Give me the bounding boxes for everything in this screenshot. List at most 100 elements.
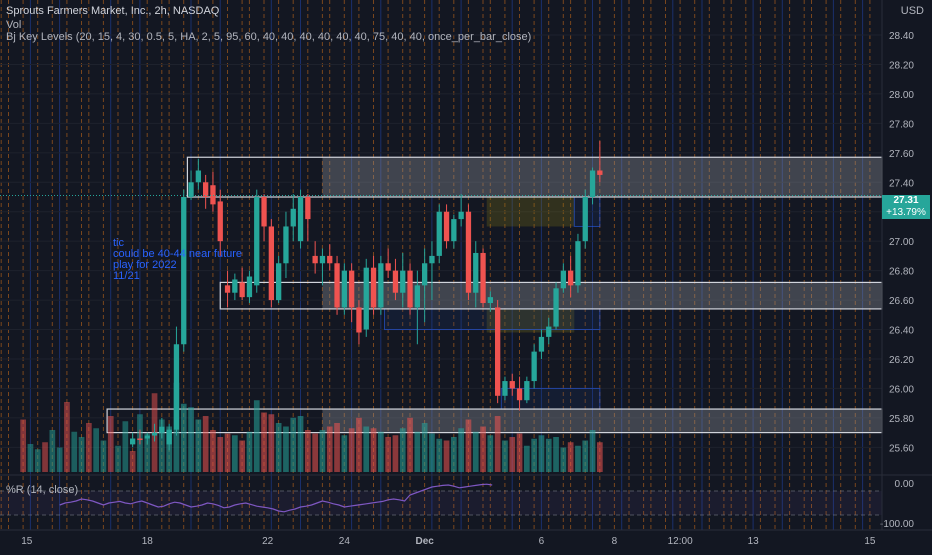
- volume-bar: [319, 430, 326, 472]
- volume-bar: [283, 426, 289, 472]
- candle: [414, 285, 420, 308]
- time-tick-label: 15: [864, 536, 876, 547]
- volume-bar: [421, 423, 428, 472]
- volume-bar: [378, 431, 384, 472]
- volume-bar: [78, 437, 85, 472]
- key-level-zone: [322, 157, 882, 198]
- volume-bar: [502, 440, 508, 472]
- volume-bar: [494, 416, 501, 472]
- candle: [524, 381, 530, 401]
- volume-bar: [458, 428, 464, 472]
- volume-bar: [246, 431, 253, 472]
- volume-bar: [100, 440, 107, 472]
- volume-bar: [239, 440, 245, 472]
- volume-bar: [20, 419, 26, 472]
- oscillator-label: %R (14, close): [6, 484, 79, 496]
- candle: [458, 211, 464, 220]
- candle: [210, 185, 216, 205]
- key-level-zone: [486, 308, 575, 333]
- oscillator-tick-label: -100.00: [880, 519, 914, 530]
- price-tick-label: 27.80: [889, 119, 914, 130]
- candle: [276, 263, 282, 301]
- volume-bar: [297, 416, 304, 472]
- candle: [181, 197, 187, 345]
- volume-bar: [414, 431, 421, 472]
- candle: [400, 270, 406, 293]
- candle: [159, 426, 165, 433]
- volume-bar: [567, 442, 574, 472]
- candle: [137, 438, 143, 440]
- key-level-zone: [322, 409, 882, 433]
- candle: [385, 263, 391, 271]
- candle: [538, 336, 545, 352]
- candle: [166, 429, 172, 445]
- volume-bar: [312, 433, 318, 472]
- candle: [130, 438, 136, 445]
- volume-bar: [487, 435, 494, 472]
- volume-bar: [115, 445, 121, 472]
- key-level-zone: [322, 282, 882, 309]
- volume-bar: [545, 438, 552, 472]
- candle: [239, 282, 245, 298]
- volume-bar: [356, 417, 362, 472]
- candle: [560, 270, 566, 289]
- price-tick-label: 26.60: [889, 296, 914, 307]
- candle: [597, 170, 603, 175]
- candle: [451, 219, 457, 242]
- last-price-badge: 27.31 +13.79%: [882, 195, 930, 219]
- price-tick-label: 28.40: [889, 31, 914, 42]
- price-tick-label: 28.00: [889, 90, 914, 101]
- candle: [319, 255, 326, 264]
- volume-bar: [582, 440, 589, 472]
- indicator-label: Bj Key Levels (20, 15, 4, 30, 0.5, 5, HA…: [6, 31, 532, 43]
- volume-bar: [86, 423, 92, 472]
- price-change: +13.79%: [886, 207, 926, 218]
- candle: [261, 197, 267, 227]
- volume-bar: [326, 426, 333, 472]
- candle: [356, 307, 362, 333]
- volume-bar: [524, 445, 530, 472]
- volume-bar: [553, 437, 559, 472]
- currency-label[interactable]: USD: [900, 5, 924, 17]
- volume-bar: [195, 419, 202, 472]
- candle: [407, 270, 413, 308]
- volume-bar: [253, 400, 260, 472]
- candle: [254, 197, 260, 286]
- candle: [429, 255, 435, 264]
- candle: [465, 211, 472, 293]
- candle: [392, 270, 399, 293]
- candle: [217, 201, 223, 242]
- candle: [436, 211, 442, 256]
- volume-bar: [144, 433, 151, 472]
- candle: [327, 255, 333, 264]
- candle: [553, 288, 559, 327]
- volume-bar: [407, 417, 413, 472]
- volume-bar: [348, 428, 355, 472]
- volume-bar: [399, 428, 406, 472]
- volume-bar: [597, 442, 603, 472]
- volume-label: Vol: [6, 19, 22, 31]
- volume-bar: [275, 423, 282, 472]
- volume-bar: [27, 444, 34, 472]
- time-tick-label: 12:00: [668, 536, 693, 547]
- candle: [151, 432, 158, 436]
- candle: [473, 252, 479, 293]
- volume-bar: [451, 437, 457, 472]
- price-tick-label: 25.60: [889, 443, 914, 454]
- candle: [443, 211, 450, 242]
- candle: [502, 381, 508, 396]
- time-tick-label: 22: [262, 536, 274, 547]
- time-tick-label: 15: [21, 536, 33, 547]
- candle: [370, 267, 377, 308]
- candle: [575, 241, 581, 286]
- volume-bar: [202, 416, 209, 472]
- volume-bar: [334, 423, 340, 472]
- volume-bar: [516, 433, 523, 472]
- volume-bar: [429, 433, 435, 472]
- volume-bar: [305, 430, 311, 472]
- annotation-line: 11/21: [113, 270, 140, 282]
- candle: [582, 197, 588, 242]
- volume-bar: [122, 421, 129, 472]
